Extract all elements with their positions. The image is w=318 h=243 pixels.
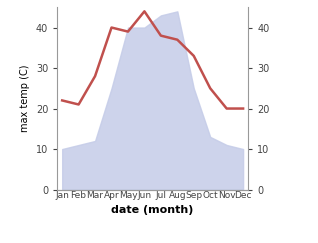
- X-axis label: date (month): date (month): [111, 206, 194, 216]
- Y-axis label: max temp (C): max temp (C): [20, 65, 30, 132]
